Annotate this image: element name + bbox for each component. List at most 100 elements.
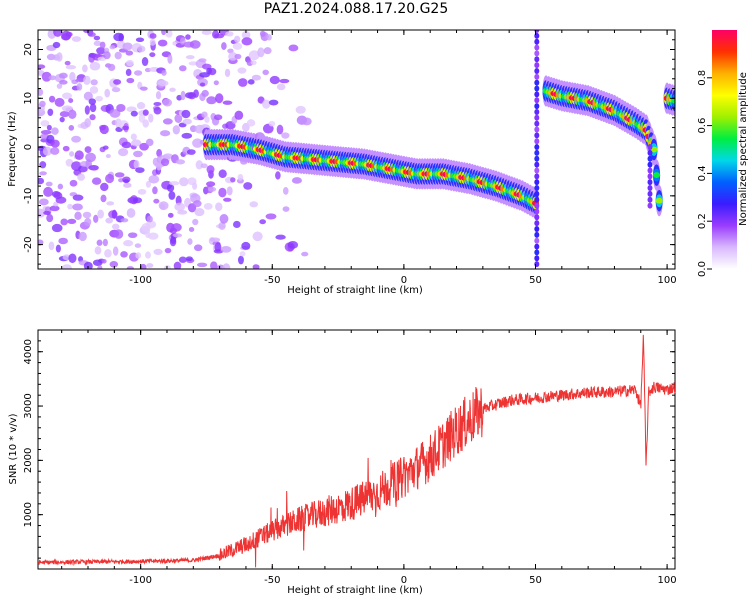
heatmap-noise-cell: [38, 177, 45, 185]
heatmap-noise-cell: [177, 209, 188, 215]
heatmap-noise-cell: [193, 244, 203, 252]
heatmap-streak-cell: [534, 114, 540, 121]
heatmap-noise-cell: [105, 173, 115, 184]
heatmap-noise-cell: [145, 180, 152, 188]
heatmap-noise-cell: [133, 159, 140, 170]
heatmap-noise-cell: [148, 175, 160, 184]
heatmap-noise-cell: [111, 223, 120, 230]
heatmap-noise-cell: [40, 129, 52, 135]
heatmap-noise-cell: [107, 63, 116, 72]
heatmap-noise-cell: [49, 205, 60, 212]
heatmap-streak-cell: [647, 185, 653, 192]
heatmap-noise-cell: [249, 201, 259, 208]
heatmap-noise-cell: [201, 111, 208, 118]
heatmap-streak-cell: [534, 126, 540, 133]
heatmap-noise-cell: [96, 239, 103, 246]
heatmap-noise-cell: [113, 229, 124, 239]
heatmap-noise-cell: [178, 65, 187, 72]
heatmap-noise-cell: [187, 238, 193, 245]
heatmap-noise-cell: [172, 233, 183, 238]
heatmap-noise-cell: [155, 91, 162, 100]
heatmap-noise-cell: [180, 90, 186, 101]
heatmap-noise-cell: [116, 103, 126, 112]
heatmap-noise-cell: [84, 217, 92, 227]
heatmap-noise-cell: [237, 67, 247, 74]
heatmap-streak-cell: [534, 173, 540, 180]
heatmap-noise-cell: [153, 248, 163, 256]
heatmap-noise-cell: [77, 173, 85, 181]
heatmap-noise-cell: [251, 74, 261, 81]
heatmap-streak-cell: [534, 202, 540, 209]
heatmap-noise-cell: [105, 217, 114, 224]
heatmap-noise-cell: [205, 181, 216, 187]
heatmap-noise-cell: [97, 264, 103, 269]
heatmap-noise-cell: [64, 60, 71, 66]
heatmap-noise-cell: [174, 114, 183, 123]
heatmap-streak-cell: [647, 173, 653, 180]
heatmap-noise-cell: [268, 99, 279, 106]
heatmap-noise-cell: [209, 237, 221, 243]
heatmap-noise-cell: [287, 240, 299, 249]
heatmap-noise-cell: [160, 158, 170, 167]
heatmap-noise-cell: [275, 171, 281, 180]
heatmap-noise-cell: [173, 261, 182, 269]
snr-series-line: [37, 334, 676, 568]
heatmap-noise-cell: [122, 42, 133, 51]
heatmap-noise-cell: [136, 102, 146, 110]
heatmap-noise-cell: [39, 171, 47, 176]
heatmap-noise-cell: [247, 79, 255, 85]
heatmap-streak-cell: [534, 214, 540, 221]
heatmap-noise-cell: [51, 223, 63, 233]
heatmap-noise-cell: [224, 68, 231, 78]
heatmap-noise-cell: [90, 79, 98, 86]
heatmap-noise-cell: [122, 125, 129, 131]
heatmap-streak-cell: [534, 161, 540, 168]
heatmap-noise-cell: [186, 149, 196, 155]
heatmap-noise-cell: [282, 206, 290, 212]
heatmap-noise-cell: [51, 127, 59, 135]
heatmap-noise-cell: [199, 82, 206, 87]
heatmap-noise-cell: [181, 109, 191, 119]
heatmap-noise-cell: [71, 36, 82, 42]
heatmap-noise-cell: [257, 47, 265, 58]
heatmap-noise-cell: [276, 83, 286, 91]
heatmap-noise-cell: [206, 96, 217, 105]
heatmap-noise-cell: [109, 45, 116, 50]
heatmap-noise-cell: [109, 261, 119, 268]
heatmap-noise-cell: [65, 65, 77, 70]
heatmap-streak-cell: [534, 190, 540, 197]
heatmap-streak-cell: [647, 196, 653, 203]
heatmap-streak-cell: [534, 249, 540, 256]
heatmap-noise-cell: [135, 37, 145, 43]
heatmap-noise-cell: [263, 47, 272, 55]
heatmap-noise-cell: [88, 98, 96, 105]
heatmap-noise-cell: [250, 60, 257, 66]
heatmap-noise-cell: [134, 70, 143, 76]
heatmap-noise-cell: [69, 179, 78, 187]
snr-y-tick-label: 1000: [23, 502, 34, 527]
heatmap-noise-cell: [301, 251, 309, 257]
heatmap-noise-cell: [145, 251, 151, 259]
heatmap-noise-cell: [113, 79, 122, 85]
heatmap-noise-cell: [160, 130, 171, 137]
heatmap-noise-cell: [68, 253, 77, 264]
heatmap-noise-cell: [237, 255, 244, 265]
heatmap-noise-cell: [48, 95, 56, 103]
heatmap-ridge-cell: [671, 97, 675, 104]
heatmap-noise-cell: [149, 52, 156, 58]
heatmap-y-tick-label: -20: [23, 236, 34, 252]
heatmap-noise-cell: [126, 106, 137, 113]
heatmap-noise-cell: [43, 210, 51, 215]
heatmap-noise-cell: [83, 91, 93, 101]
snr-x-tick-label: 100: [658, 575, 677, 586]
heatmap-noise-cell: [111, 209, 118, 219]
heatmap-noise-cell: [57, 183, 64, 190]
heatmap-y-axis-label: Frequency (Hz): [7, 111, 18, 187]
heatmap-noise-cell: [87, 32, 96, 37]
snr-axes: -100 -50 0 50 100 1000 2000 3000 4000: [23, 329, 677, 586]
heatmap-noise-cell: [46, 214, 54, 223]
heatmap-noise-cell: [279, 78, 290, 84]
heatmap-noise-cell: [206, 165, 215, 174]
heatmap-streak-cell: [534, 196, 540, 203]
heatmap-noise-cell: [120, 251, 128, 258]
